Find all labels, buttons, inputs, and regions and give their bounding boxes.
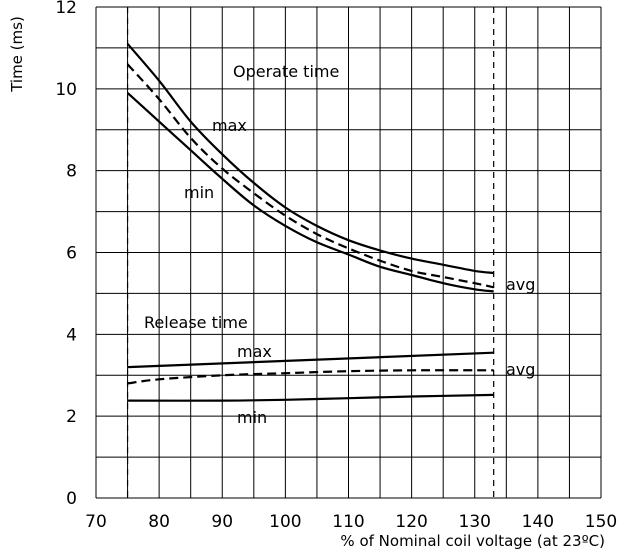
x-tick-label: 80 xyxy=(148,512,170,532)
x-tick-label: 90 xyxy=(211,512,233,532)
release-avg-label: avg xyxy=(506,360,535,379)
series-release-time-max xyxy=(127,351,494,369)
series-operate-time-min xyxy=(126,92,494,293)
operate-avg-label: avg xyxy=(506,275,535,294)
reference-lines xyxy=(126,7,495,498)
x-tick-label: 140 xyxy=(522,512,554,532)
series-release-time-min xyxy=(127,393,494,402)
y-tick-label: 2 xyxy=(66,407,77,427)
y-tick-label: 6 xyxy=(66,244,77,264)
operate-min-label: min xyxy=(184,183,214,202)
x-tick-label: 120 xyxy=(395,512,427,532)
operate-time-label: Operate time xyxy=(233,62,339,81)
series-release-time-avg xyxy=(127,369,494,385)
y-tick-label: 12 xyxy=(55,0,77,18)
y-axis-label: Time (ms) xyxy=(8,16,26,93)
grid xyxy=(95,6,602,499)
release-time-label: Release time xyxy=(144,313,248,332)
y-tick-label: 10 xyxy=(55,80,77,100)
x-tick-label: 110 xyxy=(332,512,364,532)
operate-max-label: max xyxy=(212,116,247,135)
y-tick-label: 0 xyxy=(66,489,77,509)
x-axis-label: % of Nominal coil voltage (at 23ºC) xyxy=(340,532,605,550)
series-operate-time-avg xyxy=(126,63,494,289)
x-tick-label: 70 xyxy=(85,512,107,532)
series-group xyxy=(126,43,494,402)
x-tick-label: 150 xyxy=(585,512,617,532)
y-tick-label: 4 xyxy=(66,325,77,345)
release-min-label: min xyxy=(237,408,267,427)
y-tick-label: 8 xyxy=(66,162,77,182)
series-operate-time-max xyxy=(126,43,494,275)
tick-labels: 70 80 90 100 110 120 130 140 150 0 2 4 6 8 10 12 xyxy=(55,0,617,532)
x-tick-label: 100 xyxy=(269,512,301,532)
release-max-label: max xyxy=(237,342,272,361)
x-tick-label: 130 xyxy=(459,512,491,532)
